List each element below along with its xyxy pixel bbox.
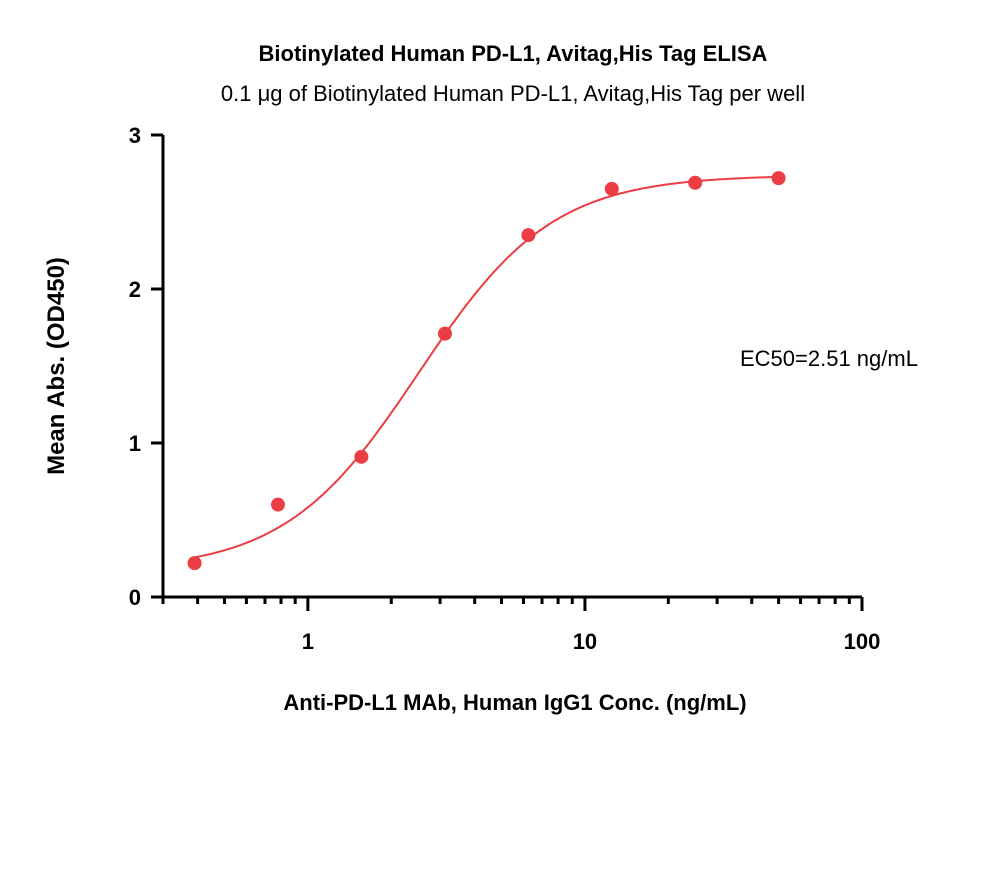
y-tick-label: 0 [129, 585, 141, 610]
y-tick-label: 1 [129, 431, 141, 456]
y-axis-label: Mean Abs. (OD450) [43, 257, 70, 475]
data-point [604, 181, 619, 196]
data-point [521, 228, 536, 243]
x-tick-label: 100 [844, 629, 881, 654]
axes: 0 1 2 3 1 10 100 [129, 123, 881, 654]
x-axis-label: Anti-PD-L1 MAb, Human IgG1 Conc. (ng/mL) [283, 690, 746, 715]
chart-subtitle: 0.1 μg of Biotinylated Human PD-L1, Avit… [221, 81, 805, 106]
fit-curve-layer [194, 175, 779, 559]
data-point [354, 449, 369, 464]
data-point [688, 175, 703, 190]
data-point [270, 497, 285, 512]
data-points [187, 171, 786, 571]
y-tick-label: 2 [129, 277, 141, 302]
data-point [771, 171, 786, 186]
y-tick-label: 3 [129, 123, 141, 148]
x-tick-label: 1 [302, 629, 314, 654]
ec50-annotation: EC50=2.51 ng/mL [740, 346, 918, 371]
chart-title: Biotinylated Human PD-L1, Avitag,His Tag… [259, 41, 768, 66]
fit-curve [194, 175, 779, 559]
x-tick-label: 10 [573, 629, 597, 654]
data-point [437, 326, 452, 341]
data-point [187, 556, 202, 571]
